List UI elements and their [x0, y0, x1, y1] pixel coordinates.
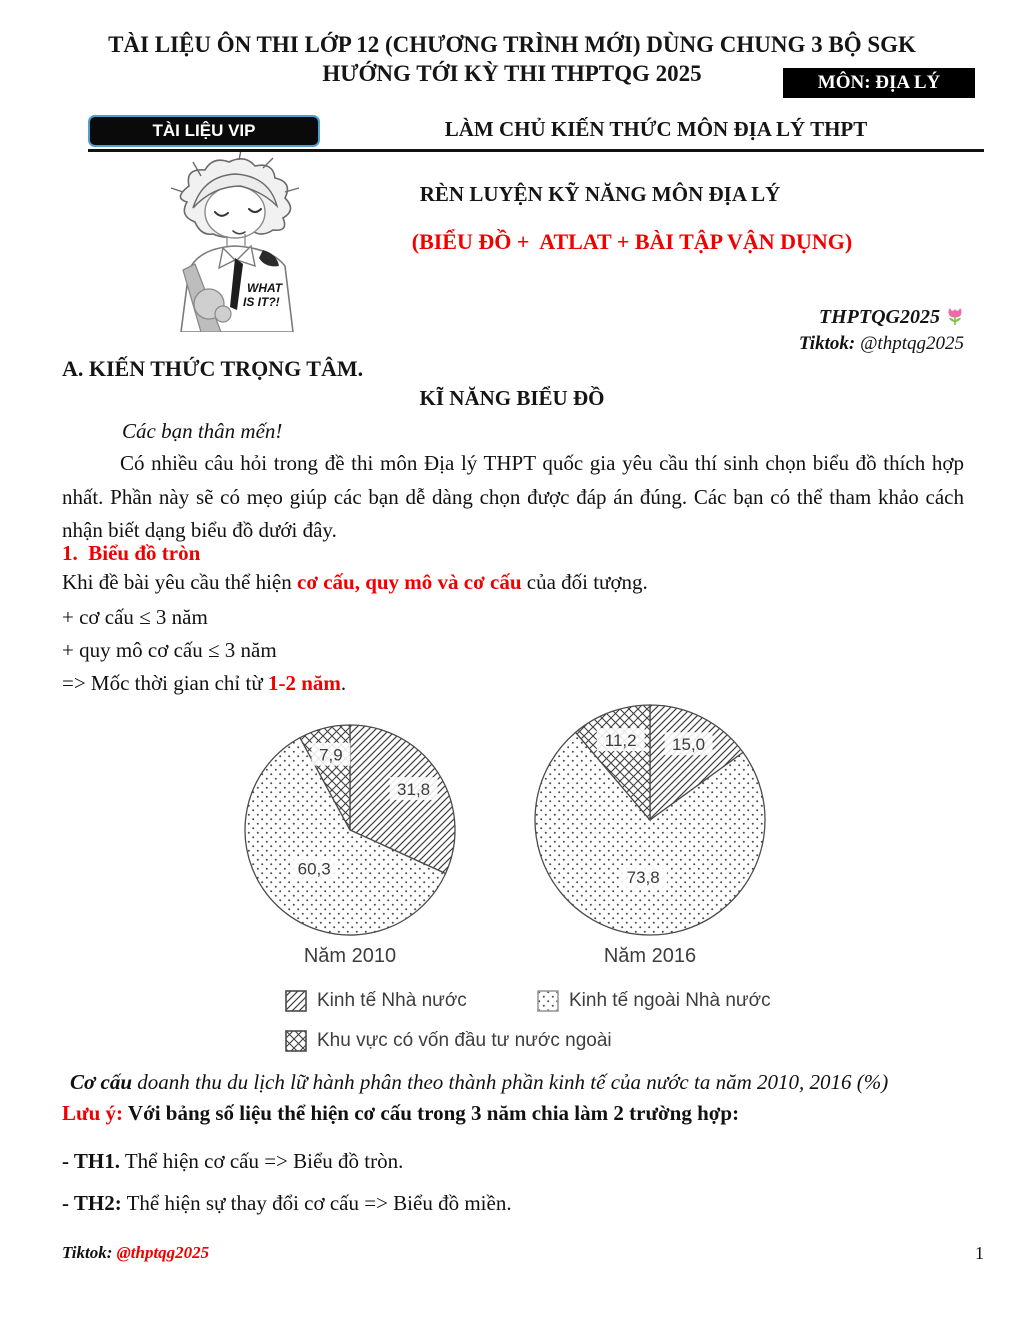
pie-slice [534, 731, 766, 936]
pie-year-label: Năm 2016 [604, 945, 696, 967]
brand-line: THPTQG2025 [524, 306, 964, 329]
pie-value-label: 7,9 [319, 746, 343, 765]
tiktok-handle: @thptqg2025 [859, 333, 964, 354]
doc-title: TÀI LIỆU ÔN THI LỚP 12 (CHƯƠNG TRÌNH MỚI… [0, 30, 1024, 88]
pie-year-label: Năm 2010 [304, 945, 396, 967]
note-text: Với bảng số liệu thể hiện cơ cấu trong 3… [123, 1101, 740, 1125]
pie-value-label: 31,8 [397, 780, 430, 799]
mascot-fringe [192, 173, 279, 209]
tulip-icon [948, 308, 962, 325]
subject-badge: MÔN: ĐỊA LÝ [783, 68, 975, 98]
pie-charts-figure: 31,8 60,3 7,9 Năm 2010 15,0 73,8 11,2 Năm 2016 [244, 704, 766, 967]
rule-bullet-1: + cơ cấu ≤ 3 năm [62, 605, 208, 629]
conclusion-suffix: . [340, 671, 347, 695]
brand-text: THPTQG2025 [818, 306, 940, 328]
banner-title: LÀM CHỦ KIẾN THỨC MÔN ĐỊA LÝ THPT [444, 117, 868, 141]
case-th1: - TH1. Thể hiện cơ cấu => Biểu đồ tròn. [62, 1149, 403, 1174]
legend-label: Kinh tế Nhà nước [317, 990, 467, 1011]
mascot-illustration: WHAT IS IT?! [170, 152, 300, 332]
rule-highlight: cơ cấu, quy mô và cơ cấu [297, 570, 522, 594]
case-th2: - TH2: Thể hiện sự thay đổi cơ cấu => Bi… [62, 1191, 512, 1216]
hero-subheading: (BIỂU ĐỒ + ATLAT + BÀI TẬP VẬN DỤNG) [411, 229, 853, 254]
caption-rest: doanh thu du lịch lữ hành phân theo thàn… [132, 1070, 889, 1094]
mascot-collar [218, 244, 256, 270]
case-th1-text: Thể hiện cơ cấu => Biểu đồ tròn. [119, 1149, 404, 1173]
legend-item-foreign-investment: Khu vực có vốn đầu tư nước ngoài [285, 1030, 612, 1052]
pie-label-background [290, 856, 339, 880]
footer-tiktok: Tiktok: @thptqg2025 [62, 1243, 209, 1263]
mascot-speech-line2: IS IT?! [243, 295, 280, 309]
dots-swatch-icon [537, 990, 559, 1012]
pie-value-label: 73,8 [627, 868, 660, 887]
case-th2-text: Thể hiện sự thay đổi cơ cấu => Biểu đồ m… [121, 1191, 512, 1215]
mascot-mitt-thumb [214, 305, 232, 323]
pie-value-label: 60,3 [298, 859, 331, 878]
vip-badge: TÀI LIỆU VIP [88, 115, 320, 147]
cross-hatch-swatch-icon [285, 1030, 307, 1052]
legend-label: Kinh tế ngoài Nhà nước [569, 990, 771, 1011]
doc-title-line1: TÀI LIỆU ÔN THI LỚP 12 (CHƯƠNG TRÌNH MỚI… [108, 32, 916, 57]
pie-label-background [389, 777, 438, 801]
note-line: Lưu ý: Với bảng số liệu thể hiện cơ cấu … [62, 1101, 739, 1126]
rule-suffix: của đối tượng. [521, 570, 648, 594]
case-th2-label: - TH2: [62, 1191, 122, 1215]
rule-prefix: Khi đề bài yêu cầu thể hiện [62, 570, 297, 594]
pie-value-label: 11,2 [605, 731, 637, 750]
pie-label-background [311, 742, 351, 766]
footer-tiktok-label: Tiktok: [62, 1243, 113, 1262]
mascot-speech-line1: WHAT [247, 281, 284, 295]
rule-bullet-2: + quy mô cơ cấu ≤ 3 năm [62, 638, 277, 662]
note-label: Lưu ý: [62, 1101, 124, 1125]
greeting-text: Các bạn thân mến! [122, 419, 283, 443]
mascot-shoulder-patch [259, 250, 279, 267]
pie-section-heading: 1. Biểu đồ tròn [62, 541, 201, 565]
doc-title-line2: HƯỚNG TỚI KỲ THI THPTQG 2025 [322, 61, 702, 86]
pie-value-label: 15,0 [672, 735, 705, 754]
mascot-smile [232, 230, 246, 235]
mascot-hair-strands [170, 152, 300, 193]
pie-label-background [664, 732, 713, 756]
section-a-subheading: KĨ NĂNG BIỂU ĐỒ [419, 386, 605, 410]
legend-label: Khu vực có vốn đầu tư nước ngoài [317, 1030, 612, 1051]
hatch-swatch-icon [285, 990, 307, 1012]
tiktok-label: Tiktok: [798, 333, 856, 354]
legend-item-non-state-economy: Kinh tế ngoài Nhà nước [537, 990, 771, 1012]
intro-paragraph: Có nhiều câu hỏi trong đề thi môn Địa lý… [62, 451, 964, 542]
mascot-closed-eyes [214, 208, 262, 217]
conclusion-highlight: 1-2 năm [267, 671, 341, 695]
caption-lead: Cơ cấu [70, 1070, 133, 1094]
pie-label-background [596, 728, 645, 752]
hero-tiktok-line: Tiktok: @thptqg2025 [524, 333, 964, 355]
mascot-tie [230, 258, 243, 310]
hero-heading: RÈN LUYỆN KỸ NĂNG MÔN ĐỊA LÝ [419, 182, 781, 206]
banner-row: TÀI LIỆU VIP LÀM CHỦ KIẾN THỨC MÔN ĐỊA L… [88, 115, 984, 152]
figure-caption: Cơ cấu doanh thu du lịch lữ hành phân th… [70, 1070, 980, 1095]
conclusion-prefix: => Mốc thời gian chỉ từ [62, 671, 268, 695]
rule-conclusion: => Mốc thời gian chỉ từ 1-2 năm. [62, 671, 346, 696]
pie-slice [244, 736, 447, 936]
footer-tiktok-handle: @thptqg2025 [116, 1243, 210, 1262]
rule-line: Khi đề bài yêu cầu thể hiện cơ cấu, quy … [62, 570, 648, 595]
pie-label-background [619, 865, 668, 889]
legend-item-state-economy: Kinh tế Nhà nước [285, 990, 467, 1012]
section-a-heading: A. KIẾN THỨC TRỌNG TÂM. [62, 356, 364, 381]
page-number: 1 [975, 1243, 984, 1263]
case-th1-label: - TH1. [62, 1149, 120, 1173]
